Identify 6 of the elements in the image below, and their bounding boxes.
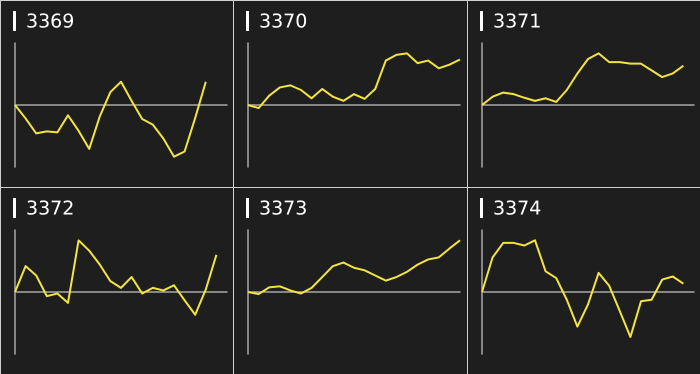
chart-title: 3371 — [492, 10, 542, 32]
chart-title: 3370 — [259, 10, 308, 32]
chart-title: 3369 — [26, 10, 74, 32]
chart-title: 3372 — [26, 198, 74, 220]
chart-title: 3373 — [259, 198, 308, 220]
chart-title: 3374 — [492, 198, 542, 220]
